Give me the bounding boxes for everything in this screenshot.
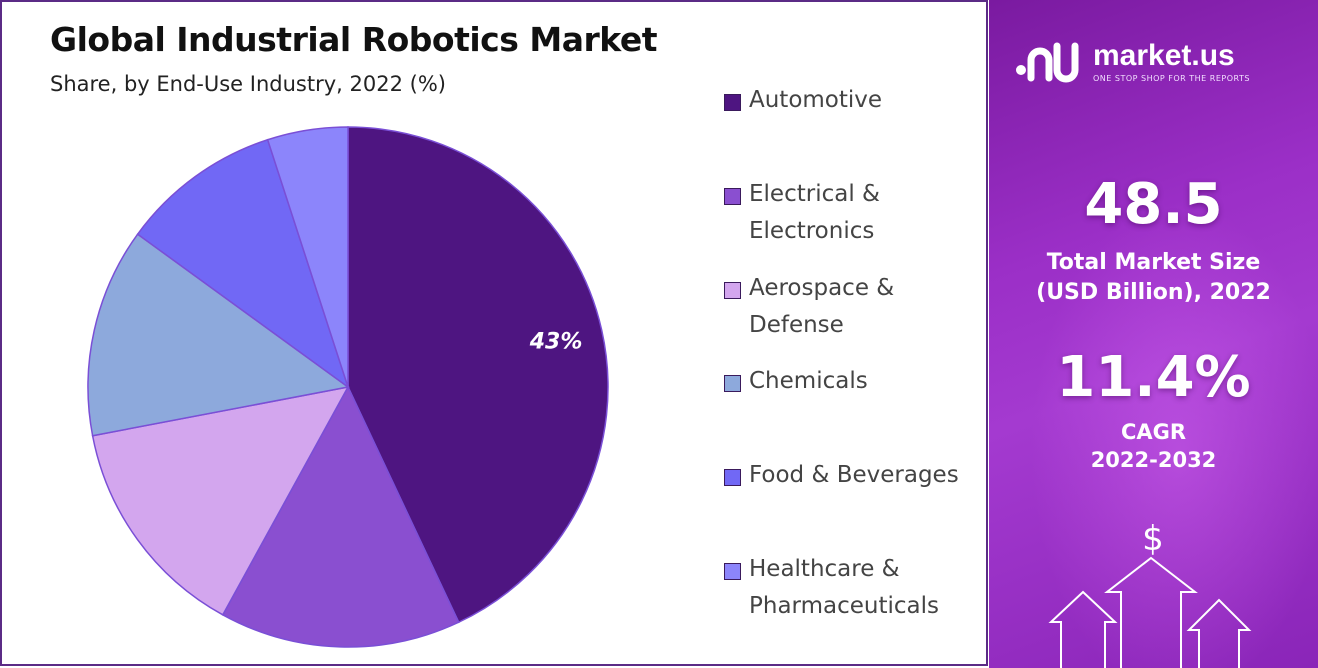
arrow-up-icon: [1048, 590, 1118, 668]
pie-slice-healthcare-pharmaceuticals: [266, 126, 349, 388]
pie-slice-chemicals: [87, 233, 350, 437]
pie-slice-automotive: [347, 126, 609, 624]
legend-item-food-beverages: Food & Beverages: [724, 462, 979, 494]
chart-frame: Global Industrial Robotics Market Share,…: [0, 0, 988, 666]
legend-label: Electrical &: [749, 181, 880, 207]
cagr-period: 2022-2032: [1090, 448, 1217, 472]
cagr-value: 11.4%: [1056, 345, 1251, 410]
chart-subtitle: Share, by End-Use Industry, 2022 (%): [50, 72, 446, 96]
legend-swatch: [724, 375, 741, 392]
pie-slice-aerospace-defense: [91, 385, 350, 616]
brand-logo: market.us ONE STOP SHOP FOR THE REPORTS: [1013, 40, 1250, 84]
legend-swatch: [724, 563, 741, 580]
legend-item-healthcare-pharmaceuticals: Healthcare & Pharmaceuticals: [724, 556, 979, 625]
panel-background-glow: [1029, 200, 1318, 668]
stats-panel: market.us ONE STOP SHOP FOR THE REPORTS …: [989, 0, 1318, 668]
market-us-logo-icon: [1016, 42, 1079, 83]
cagr-label: CAGR: [1120, 420, 1187, 444]
legend-label: Aerospace &: [749, 275, 895, 301]
legend-label: Food & Beverages: [749, 462, 959, 488]
legend-label-line2: Pharmaceuticals: [749, 593, 939, 619]
legend-swatch: [724, 282, 741, 299]
legend-swatch: [724, 469, 741, 486]
legend-label-line2: Electronics: [749, 218, 875, 244]
market-size-value: 48.5: [1084, 172, 1223, 237]
legend-item-chemicals: Chemicals: [724, 368, 979, 400]
pie-chart: 43%: [87, 126, 609, 648]
brand-tagline: ONE STOP SHOP FOR THE REPORTS: [1093, 74, 1250, 83]
chart-legend: Automotive Electrical & Electronics Aero…: [724, 2, 989, 664]
pie-slice-food-beverages: [136, 138, 350, 389]
pie-slice-electrical-electronics: [221, 385, 460, 648]
legend-item-automotive: Automotive: [724, 87, 979, 119]
arrow-up-icon: [1186, 598, 1252, 668]
dollar-sign-icon: $: [1142, 519, 1164, 559]
legend-item-electrical-electronics: Electrical & Electronics: [724, 181, 979, 250]
brand-name: market.us: [1093, 39, 1235, 72]
arrow-up-icon: [1104, 556, 1198, 668]
legend-swatch: [724, 188, 741, 205]
legend-label: Chemicals: [749, 368, 868, 394]
chart-title: Global Industrial Robotics Market: [50, 20, 657, 59]
pie-data-label: 43%: [529, 329, 583, 354]
market-size-label-line1: Total Market Size: [1046, 250, 1261, 275]
growth-arrows-illustration: $: [1048, 519, 1252, 668]
legend-label: Automotive: [749, 87, 883, 113]
legend-label: Healthcare &: [749, 556, 900, 582]
legend-label-line2: Defense: [749, 312, 844, 338]
legend-swatch: [724, 94, 741, 111]
market-size-label-line2: (USD Billion), 2022: [1036, 280, 1271, 305]
brand-text: market.us ONE STOP SHOP FOR THE REPORTS: [1093, 39, 1250, 84]
legend-item-aerospace-defense: Aerospace & Defense: [724, 275, 979, 344]
